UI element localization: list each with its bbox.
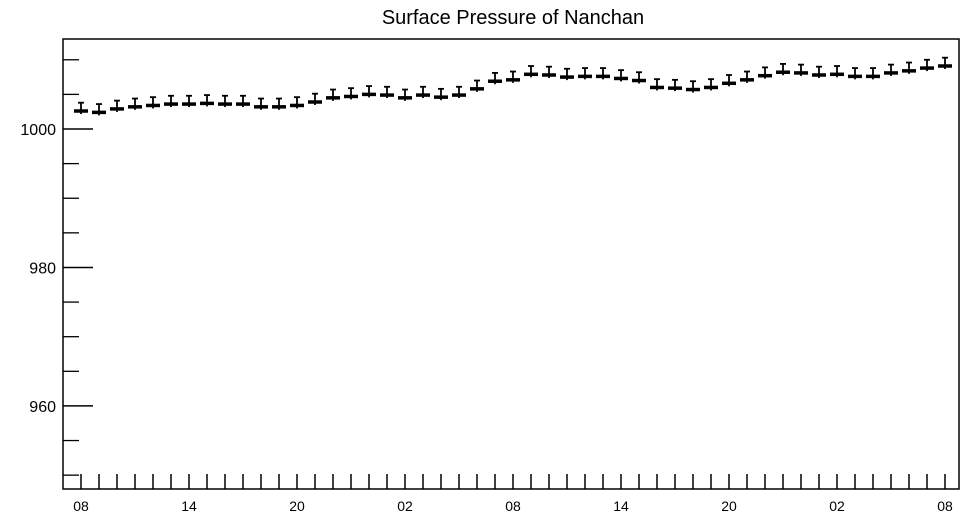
data-point bbox=[182, 94, 196, 108]
x-tick-label: 08 bbox=[505, 498, 521, 514]
y-tick-label: 980 bbox=[29, 260, 56, 277]
data-point bbox=[560, 67, 574, 81]
data-point bbox=[470, 79, 484, 92]
x-tick-label: 02 bbox=[397, 498, 413, 514]
data-point bbox=[848, 67, 862, 80]
data-point bbox=[830, 65, 844, 78]
chart-title: Surface Pressure of Nanchan bbox=[382, 7, 644, 29]
data-point bbox=[416, 85, 430, 99]
x-tick-label: 02 bbox=[829, 498, 845, 514]
data-point bbox=[272, 97, 286, 110]
data-point bbox=[74, 101, 88, 114]
x-tick-label: 20 bbox=[289, 498, 305, 514]
data-point bbox=[362, 85, 376, 98]
data-point bbox=[236, 94, 250, 108]
x-tick-label: 20 bbox=[721, 498, 737, 514]
data-point bbox=[308, 92, 322, 105]
y-axis-ticks: 960 980 1000 bbox=[20, 122, 93, 416]
data-point bbox=[146, 96, 160, 109]
data-point bbox=[200, 94, 214, 107]
data-point bbox=[542, 65, 556, 78]
data-point bbox=[938, 56, 952, 69]
data-point bbox=[578, 67, 592, 80]
data-point bbox=[92, 103, 106, 116]
data-point bbox=[722, 74, 736, 87]
data-point bbox=[524, 65, 538, 78]
data-point bbox=[758, 66, 772, 79]
data-point bbox=[650, 78, 664, 91]
data-point bbox=[614, 69, 628, 82]
data-point bbox=[452, 85, 466, 99]
data-point bbox=[866, 67, 880, 80]
y-tick-label: 1000 bbox=[20, 122, 56, 139]
data-point bbox=[344, 87, 358, 100]
data-point bbox=[254, 97, 268, 110]
data-point bbox=[326, 88, 340, 101]
data-point bbox=[398, 88, 412, 101]
plot-frame bbox=[62, 38, 960, 490]
x-tick-label: 14 bbox=[613, 498, 629, 514]
data-point bbox=[380, 85, 394, 99]
data-point bbox=[434, 87, 448, 101]
data-points bbox=[74, 56, 952, 116]
data-point bbox=[110, 99, 124, 112]
data-point bbox=[164, 94, 178, 108]
x-tick-label: 14 bbox=[181, 498, 197, 514]
data-point bbox=[290, 96, 304, 109]
data-point bbox=[920, 58, 934, 72]
data-point bbox=[704, 78, 718, 91]
data-point bbox=[686, 80, 700, 93]
y-tick-label: 960 bbox=[29, 399, 56, 416]
data-point bbox=[596, 67, 610, 80]
x-axis-ticks: 08 14 20 02 08 14 20 02 08 bbox=[73, 474, 953, 514]
data-point bbox=[794, 63, 808, 76]
x-tick-label: 08 bbox=[937, 498, 953, 514]
data-point bbox=[902, 61, 916, 74]
data-point bbox=[668, 78, 682, 92]
data-point bbox=[776, 63, 790, 76]
data-point bbox=[506, 70, 520, 83]
data-point bbox=[884, 63, 898, 76]
data-point bbox=[632, 71, 646, 84]
data-point bbox=[128, 97, 142, 110]
data-point bbox=[488, 72, 502, 85]
data-point bbox=[740, 70, 754, 83]
data-point bbox=[812, 65, 826, 78]
x-tick-label: 08 bbox=[73, 498, 89, 514]
data-point bbox=[218, 94, 232, 108]
y-minor-ticks bbox=[63, 59, 79, 476]
